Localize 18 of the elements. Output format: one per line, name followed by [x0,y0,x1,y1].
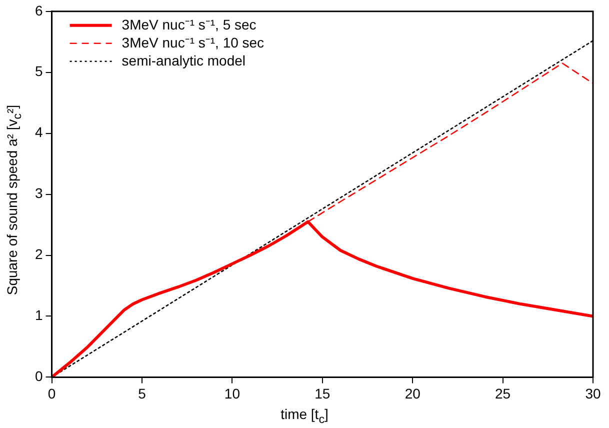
legend-label: semi-analytic model [122,52,246,68]
y-tick-label: 3 [34,185,43,202]
x-tick-label: 0 [48,385,56,402]
y-tick-label: 2 [34,246,43,262]
x-tick-label: 20 [404,385,421,402]
y-tick-label: 0 [34,368,43,384]
x-tick-label: 10 [224,385,240,402]
x-tick-label: 5 [138,385,146,402]
y-tick-label: 6 [34,2,43,18]
y-tick-label: 5 [34,63,43,80]
legend-label: 3MeV nuc⁻¹ s⁻¹, 10 sec [122,34,264,50]
y-tick-label: 1 [34,307,43,324]
x-tick-label: 25 [495,385,511,402]
y-tick-label: 4 [34,124,43,140]
legend-label: 3MeV nuc⁻¹ s⁻¹, 5 sec [122,16,256,32]
x-axis-title: time [t$_{c}$] [280,406,330,426]
x-tick-label: 30 [585,385,601,402]
x-tick-label: 15 [314,385,330,402]
